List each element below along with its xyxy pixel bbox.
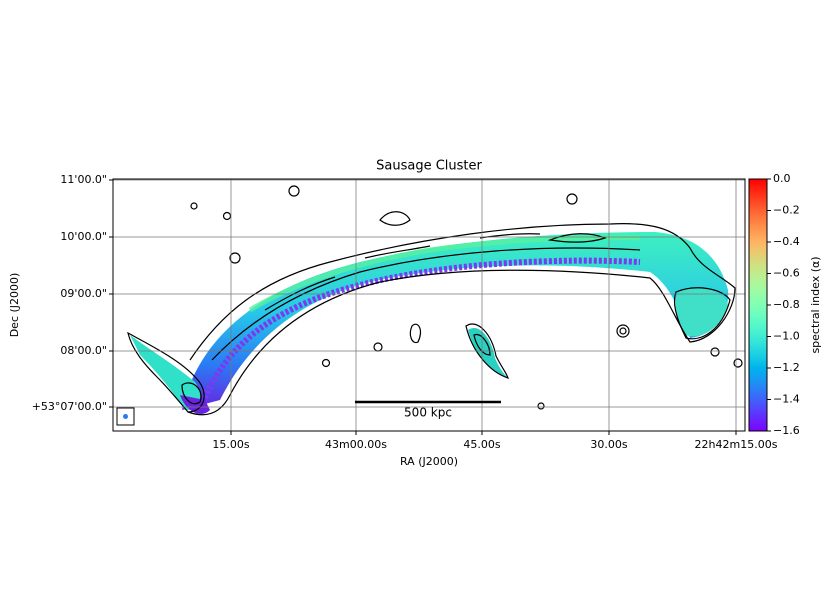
colorbar-tick-label: −1.6	[773, 424, 800, 437]
colorbar-tick-label: 0.0	[773, 172, 791, 185]
y-axis-label: Dec (J2000)	[8, 273, 21, 338]
plot-frame	[112, 178, 746, 432]
scale-bar-label: 500 kpc	[404, 406, 452, 420]
colorbar-tick-label: −1.2	[773, 361, 800, 374]
x-tick-label: 30.00s	[590, 438, 627, 451]
grid	[113, 179, 745, 431]
spectral-index-map	[113, 179, 745, 431]
x-tick-label: 43m00.00s	[325, 438, 387, 451]
colorbar-tick-label: −0.8	[773, 298, 800, 311]
y-tick-label: 10'00.0"	[60, 230, 107, 243]
colorbar-tick-label: −1.4	[773, 393, 800, 406]
x-tick-label: 22h42m15.00s	[695, 438, 778, 451]
y-tick-label: 08'00.0"	[60, 344, 107, 357]
y-tick-label: 09'00.0"	[60, 287, 107, 300]
colorbar-tick-label: −0.4	[773, 235, 800, 248]
colorbar-tick-label: −1.0	[773, 330, 800, 343]
x-axis-label: RA (J2000)	[400, 455, 458, 468]
colorbar-label: spectral index (α)	[809, 256, 822, 353]
y-tick-label: +53°07'00.0"	[32, 400, 107, 413]
x-tick-label: 45.00s	[463, 438, 500, 451]
colorbar	[748, 178, 768, 432]
y-tick-label: 11'00.0"	[60, 173, 107, 186]
x-tick-label: 15.00s	[212, 438, 249, 451]
colorbar-tick-label: −0.6	[773, 267, 800, 280]
chart-title: Sausage Cluster	[376, 159, 482, 174]
colorbar-tick-label: −0.2	[773, 204, 800, 217]
